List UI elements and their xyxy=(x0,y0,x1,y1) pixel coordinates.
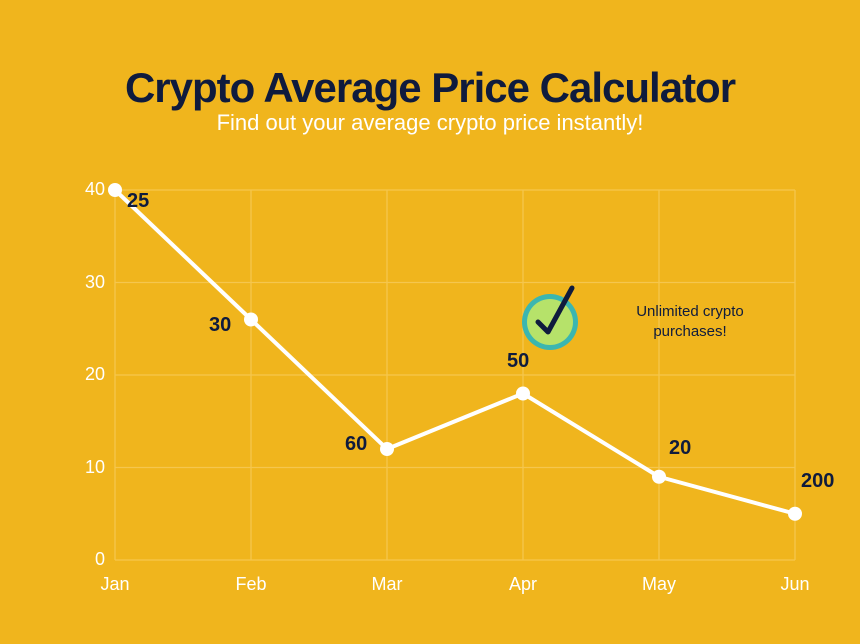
x-tick-label: May xyxy=(642,574,676,595)
y-tick-label: 0 xyxy=(65,549,105,570)
x-tick-label: Jan xyxy=(100,574,129,595)
page-root: Crypto Average Price Calculator Find out… xyxy=(0,0,860,644)
x-tick-label: Apr xyxy=(509,574,537,595)
y-tick-label: 20 xyxy=(65,364,105,385)
y-tick-label: 40 xyxy=(65,179,105,200)
x-tick-label: Jun xyxy=(780,574,809,595)
y-tick-label: 10 xyxy=(65,457,105,478)
point-label: 25 xyxy=(127,190,149,213)
point-label: 60 xyxy=(345,433,367,456)
callout-line1: Unlimited crypto xyxy=(636,303,744,320)
point-label: 20 xyxy=(669,437,691,460)
point-label: 30 xyxy=(209,314,231,337)
callout: Unlimited crypto purchases! xyxy=(610,302,770,341)
x-tick-label: Feb xyxy=(235,574,266,595)
callout-line2: purchases! xyxy=(653,323,726,340)
y-tick-label: 30 xyxy=(65,272,105,293)
point-label: 200 xyxy=(801,470,834,493)
point-label: 50 xyxy=(507,350,529,373)
x-tick-label: Mar xyxy=(372,574,403,595)
